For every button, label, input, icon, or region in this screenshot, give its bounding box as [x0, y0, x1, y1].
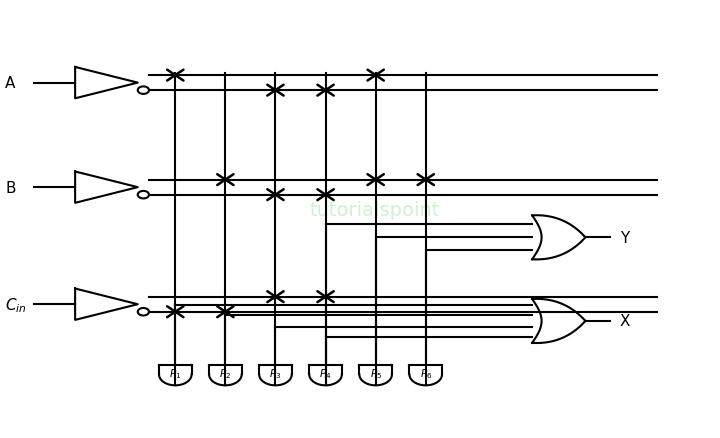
Text: X: X [620, 314, 630, 328]
Text: Y: Y [620, 230, 629, 245]
Text: $P_{4}$: $P_{4}$ [320, 366, 332, 380]
Text: $C_{in}$: $C_{in}$ [5, 295, 27, 314]
Text: A: A [5, 76, 15, 91]
Text: $P_{2}$: $P_{2}$ [220, 366, 231, 380]
Text: $P_{1}$: $P_{1}$ [169, 366, 181, 380]
Text: $P_{6}$: $P_{6}$ [420, 366, 432, 380]
Text: B: B [5, 180, 16, 195]
Text: tutorialspoint: tutorialspoint [309, 201, 440, 220]
Text: $P_{3}$: $P_{3}$ [269, 366, 282, 380]
Text: $P_{5}$: $P_{5}$ [369, 366, 382, 380]
